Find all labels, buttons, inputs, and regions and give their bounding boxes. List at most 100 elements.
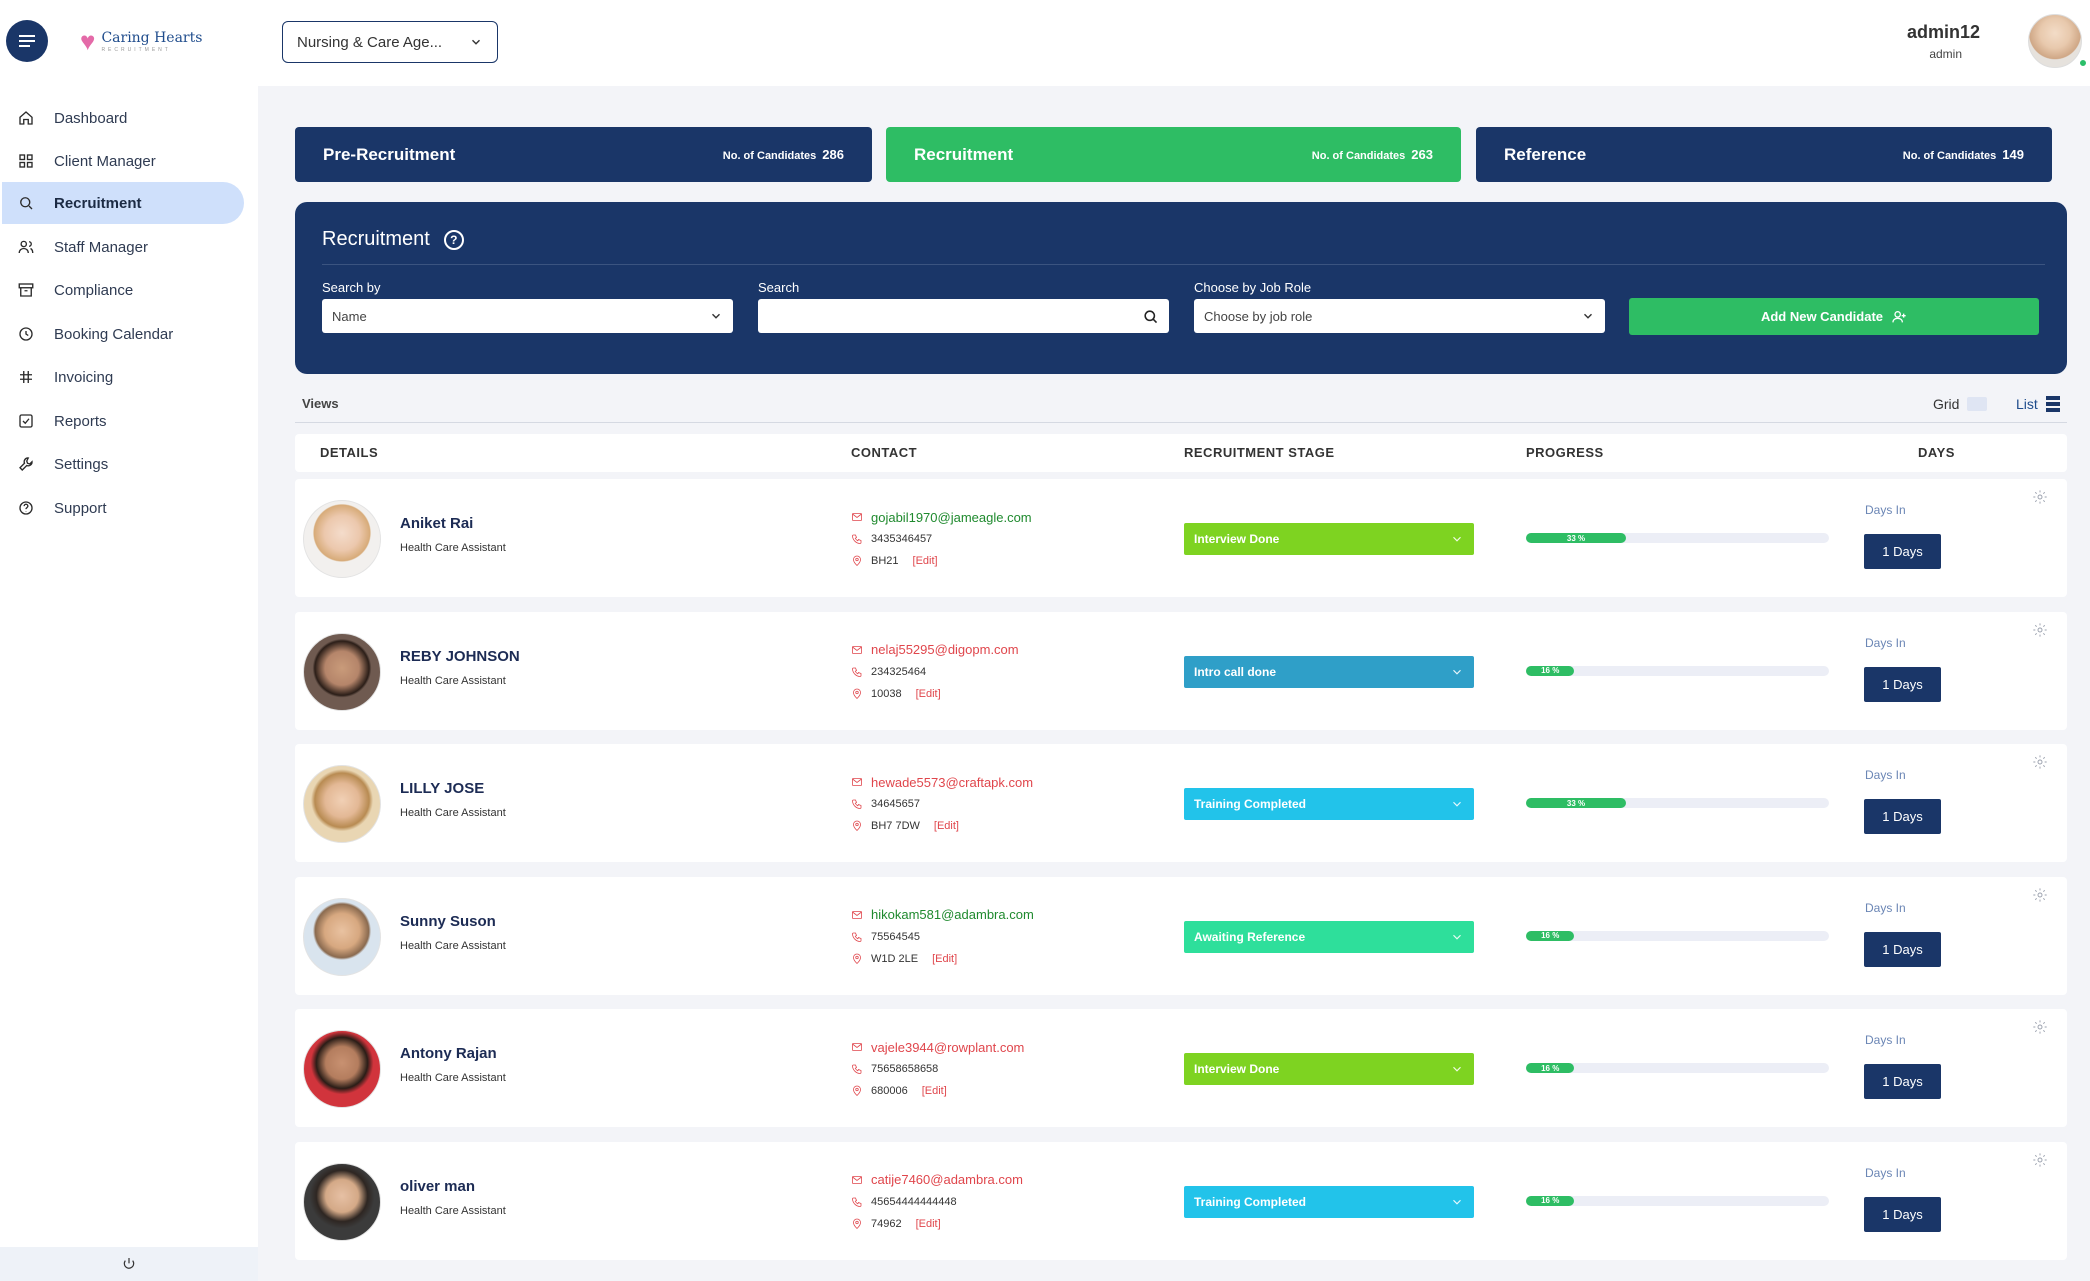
- edit-postcode-link[interactable]: [Edit]: [915, 687, 941, 700]
- days-button[interactable]: 1 Days: [1864, 1196, 1941, 1232]
- phone-icon: [852, 1064, 862, 1074]
- contact-block: catije7460@adambra.com 45654444444448 74…: [851, 1169, 1023, 1235]
- progress-fill: 16 %: [1526, 665, 1575, 676]
- days-button[interactable]: 1 Days: [1864, 666, 1941, 702]
- gear-icon[interactable]: [2032, 1152, 2048, 1168]
- chevron-down-icon: [1453, 934, 1461, 940]
- table-row[interactable]: Sunny Suson Health Care Assistant hikoka…: [295, 876, 2067, 995]
- candidate-avatar[interactable]: [303, 897, 381, 976]
- recruitment-stage-select[interactable]: Training Completed: [1184, 788, 1474, 820]
- sidebar-item-invoicing[interactable]: Invoicing: [2, 356, 244, 398]
- sidebar-item-support[interactable]: Support: [2, 487, 244, 529]
- stage-card-recruitment[interactable]: Recruitment No. of Candidates 263: [886, 127, 1461, 182]
- stage-title: Recruitment: [914, 144, 1014, 164]
- progress-bar: 16 %: [1526, 930, 1829, 941]
- help-circle-icon: [16, 498, 36, 518]
- sidebar-item-label: Invoicing: [54, 368, 114, 386]
- user-name[interactable]: admin12: [1906, 22, 1980, 42]
- agency-select[interactable]: Nursing & Care Age...: [282, 21, 498, 63]
- days-button[interactable]: 1 Days: [1864, 534, 1941, 569]
- phone-icon: [852, 667, 862, 677]
- recruitment-stage-select[interactable]: Interview Done: [1184, 523, 1474, 555]
- list-view-toggle[interactable]: List: [2016, 396, 2060, 412]
- recruitment-stage-select[interactable]: Awaiting Reference: [1184, 920, 1474, 953]
- gear-icon[interactable]: [2032, 754, 2048, 770]
- search-input[interactable]: [758, 299, 1169, 333]
- candidate-name[interactable]: Sunny Suson: [400, 912, 496, 930]
- candidate-email[interactable]: nelaj55295@digopm.com: [871, 642, 1019, 657]
- help-icon[interactable]: ?: [443, 229, 464, 250]
- recruitment-stage-select[interactable]: Intro call done: [1184, 655, 1474, 688]
- candidate-postcode: BH21: [871, 555, 899, 567]
- sidebar-item-label: Reports: [54, 412, 107, 430]
- gear-icon[interactable]: [2032, 622, 2048, 638]
- progress-fill: 16 %: [1526, 930, 1575, 941]
- days-button[interactable]: 1 Days: [1864, 931, 1941, 967]
- table-row[interactable]: Antony Rajan Health Care Assistant vajel…: [295, 1009, 2067, 1127]
- recruitment-stage-select[interactable]: Training Completed: [1184, 1185, 1474, 1218]
- sidebar-item-compliance[interactable]: Compliance: [2, 269, 244, 311]
- candidate-avatar[interactable]: [303, 632, 381, 711]
- candidate-phone: 234325464: [871, 665, 927, 678]
- candidate-name[interactable]: oliver man: [400, 1177, 476, 1195]
- user-avatar[interactable]: [2028, 14, 2082, 68]
- sidebar: Dashboard Client Manager Recruitment Sta…: [0, 86, 258, 1281]
- sidebar-item-staff-manager[interactable]: Staff Manager: [2, 226, 244, 268]
- candidate-avatar[interactable]: [303, 1030, 381, 1108]
- edit-postcode-link[interactable]: [Edit]: [932, 952, 958, 965]
- sidebar-item-booking-calendar[interactable]: Booking Calendar: [2, 313, 244, 355]
- add-new-candidate-button[interactable]: Add New Candidate: [1629, 298, 2039, 335]
- recruitment-stage-select[interactable]: Interview Done: [1184, 1053, 1474, 1085]
- sidebar-item-label: Settings: [54, 455, 109, 473]
- brand-logo[interactable]: ♥ Caring Hearts RECRUITMENT: [80, 28, 202, 54]
- search-icon[interactable]: [1142, 308, 1159, 325]
- table-row[interactable]: LILLY JOSE Health Care Assistant hewade5…: [295, 744, 2067, 862]
- edit-postcode-link[interactable]: [Edit]: [921, 1085, 947, 1097]
- gear-icon[interactable]: [2032, 489, 2048, 505]
- candidate-email[interactable]: gojabil1970@jameagle.com: [871, 509, 1032, 525]
- candidate-email[interactable]: hikokam581@adambra.com: [871, 907, 1034, 922]
- sidebar-item-label: Dashboard: [54, 109, 128, 127]
- candidate-email[interactable]: hewade5573@craftapk.com: [871, 774, 1034, 790]
- table-row[interactable]: Aniket Rai Health Care Assistant gojabil…: [295, 479, 2067, 597]
- chevron-down-icon: [1453, 669, 1461, 675]
- chevron-down-icon: [1453, 1066, 1461, 1072]
- candidate-email[interactable]: catije7460@adambra.com: [871, 1172, 1023, 1187]
- sidebar-item-recruitment[interactable]: Recruitment: [2, 182, 244, 224]
- menu-toggle-button[interactable]: [6, 20, 48, 62]
- days-button[interactable]: 1 Days: [1864, 799, 1941, 834]
- edit-postcode-link[interactable]: [Edit]: [915, 1217, 941, 1230]
- search-by-select[interactable]: Name: [322, 299, 733, 333]
- candidate-avatar[interactable]: [303, 1162, 381, 1241]
- candidate-role: Health Care Assistant: [400, 542, 506, 554]
- sidebar-item-dashboard[interactable]: Dashboard: [2, 97, 244, 139]
- edit-postcode-link[interactable]: [Edit]: [912, 555, 938, 567]
- edit-postcode-link[interactable]: [Edit]: [933, 820, 959, 832]
- candidate-name[interactable]: REBY JOHNSON: [400, 647, 520, 665]
- candidate-email[interactable]: vajele3944@rowplant.com: [871, 1039, 1025, 1055]
- stage-card-pre-recruitment[interactable]: Pre-Recruitment No. of Candidates 286: [295, 127, 872, 182]
- candidate-postcode: W1D 2LE: [871, 952, 919, 965]
- chevron-down-icon: [1584, 313, 1592, 319]
- table-row[interactable]: REBY JOHNSON Health Care Assistant nelaj…: [295, 611, 2067, 730]
- grid-view-toggle[interactable]: Grid: [1933, 396, 1988, 412]
- days-in-label: Days In: [1865, 1033, 1906, 1047]
- stage-count: No. of Candidates 149: [1902, 147, 2024, 162]
- mail-icon: [852, 645, 862, 654]
- stage-card-reference[interactable]: Reference No. of Candidates 149: [1476, 127, 2052, 182]
- sidebar-item-client-manager[interactable]: Client Manager: [2, 140, 244, 182]
- job-role-select[interactable]: Choose by job role: [1194, 299, 1605, 333]
- candidate-name[interactable]: LILLY JOSE: [400, 780, 485, 797]
- gear-icon[interactable]: [2032, 887, 2048, 903]
- days-button[interactable]: 1 Days: [1864, 1064, 1941, 1099]
- candidate-avatar[interactable]: [303, 765, 381, 843]
- sidebar-item-settings[interactable]: Settings: [2, 443, 244, 485]
- candidate-role: Health Care Assistant: [400, 674, 506, 687]
- candidate-name[interactable]: Antony Rajan: [400, 1045, 497, 1062]
- gear-icon[interactable]: [2032, 1019, 2048, 1035]
- candidate-avatar[interactable]: [303, 500, 381, 578]
- logout-bar[interactable]: [0, 1247, 258, 1281]
- table-row[interactable]: oliver man Health Care Assistant catije7…: [295, 1141, 2067, 1260]
- candidate-name[interactable]: Aniket Rai: [400, 515, 474, 532]
- sidebar-item-reports[interactable]: Reports: [2, 400, 244, 442]
